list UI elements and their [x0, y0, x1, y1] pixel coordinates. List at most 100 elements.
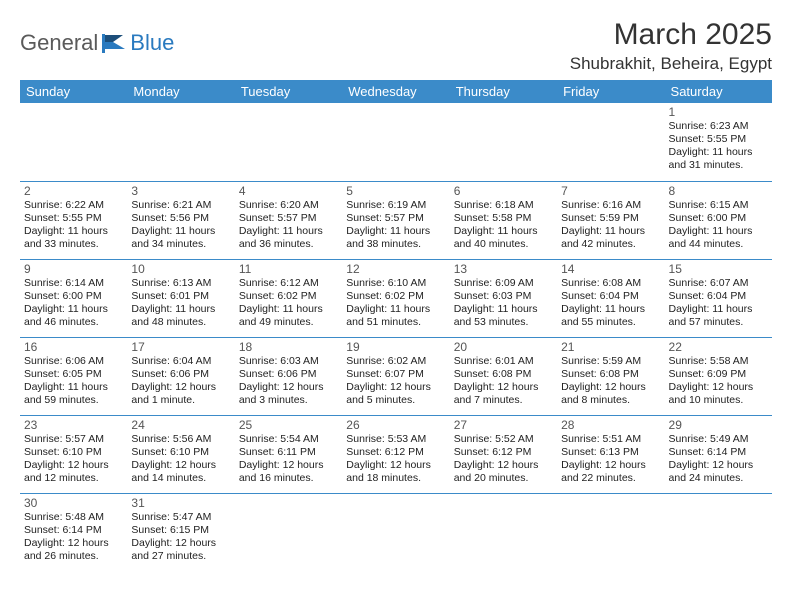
day-line-d1: Daylight: 11 hours — [669, 146, 768, 159]
day-number: 5 — [346, 184, 445, 198]
calendar-day: 29Sunrise: 5:49 AMSunset: 6:14 PMDayligh… — [665, 415, 772, 493]
day-header: Friday — [557, 80, 664, 103]
day-line-ss: Sunset: 6:02 PM — [346, 290, 445, 303]
day-line-d2: and 10 minutes. — [669, 394, 768, 407]
day-line-sr: Sunrise: 6:22 AM — [24, 199, 123, 212]
day-number: 9 — [24, 262, 123, 276]
day-line-d2: and 36 minutes. — [239, 238, 338, 251]
day-line-sr: Sunrise: 6:12 AM — [239, 277, 338, 290]
day-number: 29 — [669, 418, 768, 432]
day-line-ss: Sunset: 6:08 PM — [561, 368, 660, 381]
day-details: Sunrise: 5:51 AMSunset: 6:13 PMDaylight:… — [561, 433, 660, 486]
location: Shubrakhit, Beheira, Egypt — [570, 54, 772, 74]
day-number: 13 — [454, 262, 553, 276]
calendar-empty — [342, 493, 449, 571]
calendar-day: 15Sunrise: 6:07 AMSunset: 6:04 PMDayligh… — [665, 259, 772, 337]
day-details: Sunrise: 6:08 AMSunset: 6:04 PMDaylight:… — [561, 277, 660, 330]
day-line-sr: Sunrise: 6:02 AM — [346, 355, 445, 368]
day-details: Sunrise: 6:09 AMSunset: 6:03 PMDaylight:… — [454, 277, 553, 330]
calendar-day: 18Sunrise: 6:03 AMSunset: 6:06 PMDayligh… — [235, 337, 342, 415]
day-line-d2: and 59 minutes. — [24, 394, 123, 407]
day-line-d2: and 20 minutes. — [454, 472, 553, 485]
day-number: 30 — [24, 496, 123, 510]
calendar-day: 23Sunrise: 5:57 AMSunset: 6:10 PMDayligh… — [20, 415, 127, 493]
day-line-d2: and 31 minutes. — [669, 159, 768, 172]
day-details: Sunrise: 5:58 AMSunset: 6:09 PMDaylight:… — [669, 355, 768, 408]
day-details: Sunrise: 6:22 AMSunset: 5:55 PMDaylight:… — [24, 199, 123, 252]
day-line-ss: Sunset: 6:06 PM — [239, 368, 338, 381]
calendar-day: 2Sunrise: 6:22 AMSunset: 5:55 PMDaylight… — [20, 181, 127, 259]
day-line-ss: Sunset: 5:55 PM — [669, 133, 768, 146]
day-details: Sunrise: 6:13 AMSunset: 6:01 PMDaylight:… — [131, 277, 230, 330]
day-line-ss: Sunset: 6:12 PM — [454, 446, 553, 459]
calendar-week: 2Sunrise: 6:22 AMSunset: 5:55 PMDaylight… — [20, 181, 772, 259]
day-line-d2: and 12 minutes. — [24, 472, 123, 485]
day-number: 17 — [131, 340, 230, 354]
day-line-sr: Sunrise: 6:14 AM — [24, 277, 123, 290]
day-line-sr: Sunrise: 5:57 AM — [24, 433, 123, 446]
calendar-table: SundayMondayTuesdayWednesdayThursdayFrid… — [20, 80, 772, 571]
day-number: 26 — [346, 418, 445, 432]
day-header: Monday — [127, 80, 234, 103]
day-line-ss: Sunset: 5:55 PM — [24, 212, 123, 225]
title-block: March 2025 Shubrakhit, Beheira, Egypt — [570, 18, 772, 74]
day-line-sr: Sunrise: 6:21 AM — [131, 199, 230, 212]
day-line-d1: Daylight: 12 hours — [131, 459, 230, 472]
day-number: 11 — [239, 262, 338, 276]
calendar-day: 21Sunrise: 5:59 AMSunset: 6:08 PMDayligh… — [557, 337, 664, 415]
calendar-day: 8Sunrise: 6:15 AMSunset: 6:00 PMDaylight… — [665, 181, 772, 259]
day-line-sr: Sunrise: 5:48 AM — [24, 511, 123, 524]
day-line-sr: Sunrise: 6:13 AM — [131, 277, 230, 290]
day-details: Sunrise: 6:12 AMSunset: 6:02 PMDaylight:… — [239, 277, 338, 330]
day-line-d2: and 27 minutes. — [131, 550, 230, 563]
day-line-ss: Sunset: 5:57 PM — [239, 212, 338, 225]
day-details: Sunrise: 5:53 AMSunset: 6:12 PMDaylight:… — [346, 433, 445, 486]
logo-text-general: General — [20, 30, 98, 56]
calendar-day: 1Sunrise: 6:23 AMSunset: 5:55 PMDaylight… — [665, 103, 772, 181]
day-number: 19 — [346, 340, 445, 354]
day-line-ss: Sunset: 5:57 PM — [346, 212, 445, 225]
calendar-day: 20Sunrise: 6:01 AMSunset: 6:08 PMDayligh… — [450, 337, 557, 415]
day-details: Sunrise: 6:10 AMSunset: 6:02 PMDaylight:… — [346, 277, 445, 330]
day-line-ss: Sunset: 6:01 PM — [131, 290, 230, 303]
day-line-d1: Daylight: 12 hours — [239, 459, 338, 472]
day-line-sr: Sunrise: 5:58 AM — [669, 355, 768, 368]
day-line-d2: and 55 minutes. — [561, 316, 660, 329]
day-line-d1: Daylight: 11 hours — [346, 303, 445, 316]
day-details: Sunrise: 5:54 AMSunset: 6:11 PMDaylight:… — [239, 433, 338, 486]
day-line-d1: Daylight: 11 hours — [131, 303, 230, 316]
calendar-day: 17Sunrise: 6:04 AMSunset: 6:06 PMDayligh… — [127, 337, 234, 415]
day-line-d2: and 44 minutes. — [669, 238, 768, 251]
day-number: 2 — [24, 184, 123, 198]
day-details: Sunrise: 5:59 AMSunset: 6:08 PMDaylight:… — [561, 355, 660, 408]
day-line-d2: and 8 minutes. — [561, 394, 660, 407]
day-line-ss: Sunset: 6:07 PM — [346, 368, 445, 381]
day-line-d1: Daylight: 11 hours — [239, 303, 338, 316]
day-line-sr: Sunrise: 5:47 AM — [131, 511, 230, 524]
day-line-sr: Sunrise: 5:51 AM — [561, 433, 660, 446]
day-line-sr: Sunrise: 6:07 AM — [669, 277, 768, 290]
calendar-day: 6Sunrise: 6:18 AMSunset: 5:58 PMDaylight… — [450, 181, 557, 259]
day-number: 3 — [131, 184, 230, 198]
day-details: Sunrise: 6:18 AMSunset: 5:58 PMDaylight:… — [454, 199, 553, 252]
day-details: Sunrise: 6:03 AMSunset: 6:06 PMDaylight:… — [239, 355, 338, 408]
day-line-d2: and 33 minutes. — [24, 238, 123, 251]
day-line-ss: Sunset: 6:15 PM — [131, 524, 230, 537]
calendar-week: 16Sunrise: 6:06 AMSunset: 6:05 PMDayligh… — [20, 337, 772, 415]
day-line-d2: and 14 minutes. — [131, 472, 230, 485]
calendar-day: 31Sunrise: 5:47 AMSunset: 6:15 PMDayligh… — [127, 493, 234, 571]
day-line-sr: Sunrise: 6:23 AM — [669, 120, 768, 133]
day-number: 25 — [239, 418, 338, 432]
calendar-empty — [342, 103, 449, 181]
day-number: 14 — [561, 262, 660, 276]
day-details: Sunrise: 6:07 AMSunset: 6:04 PMDaylight:… — [669, 277, 768, 330]
day-line-ss: Sunset: 6:12 PM — [346, 446, 445, 459]
day-number: 4 — [239, 184, 338, 198]
day-header: Tuesday — [235, 80, 342, 103]
day-line-d1: Daylight: 12 hours — [131, 537, 230, 550]
calendar-day: 30Sunrise: 5:48 AMSunset: 6:14 PMDayligh… — [20, 493, 127, 571]
day-line-ss: Sunset: 6:02 PM — [239, 290, 338, 303]
calendar-day: 12Sunrise: 6:10 AMSunset: 6:02 PMDayligh… — [342, 259, 449, 337]
day-line-d2: and 38 minutes. — [346, 238, 445, 251]
calendar-day: 25Sunrise: 5:54 AMSunset: 6:11 PMDayligh… — [235, 415, 342, 493]
